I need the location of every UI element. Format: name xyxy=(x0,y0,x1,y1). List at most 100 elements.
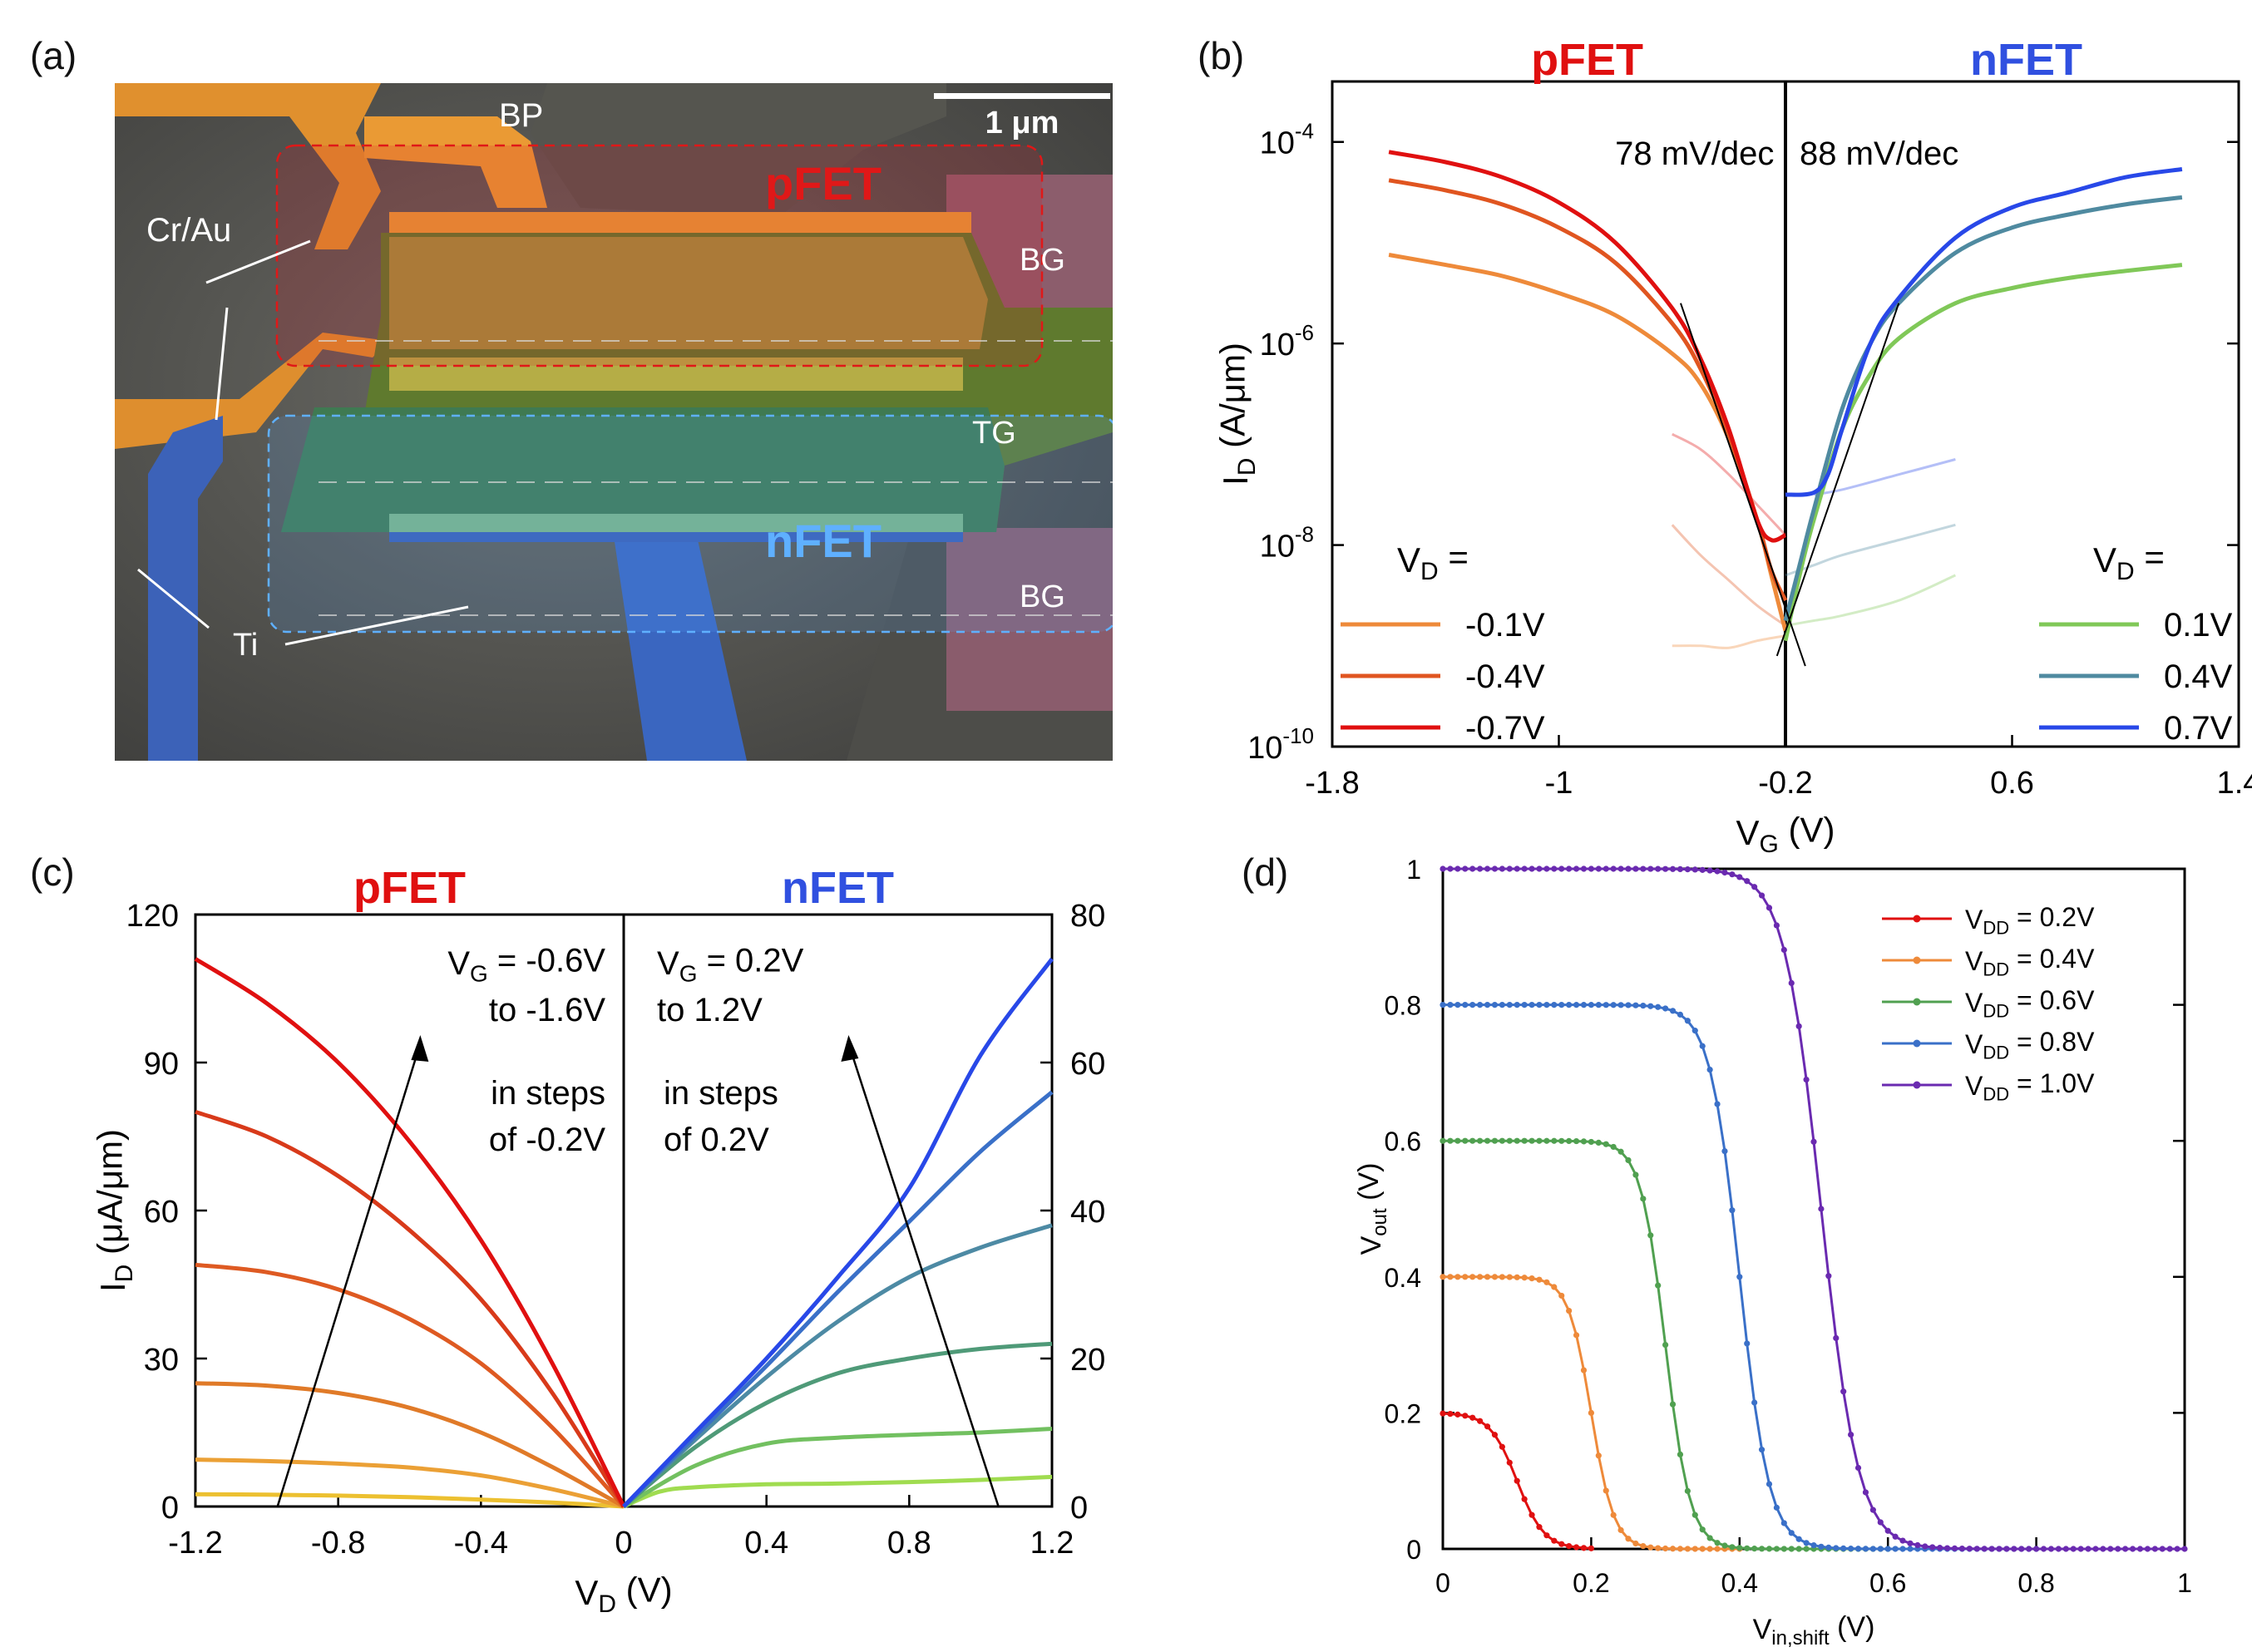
sem-pointer-ti-1 xyxy=(137,568,210,629)
d-series-point xyxy=(1758,1447,1766,1453)
d-series-point xyxy=(1988,1546,1995,1552)
d-series-point xyxy=(1580,1002,1588,1008)
b-ytick-label: 10-8 xyxy=(1260,521,1314,564)
d-legend-label-main: V xyxy=(1965,1071,1983,1101)
d-series-point xyxy=(1640,1196,1647,1202)
b-ss-label-left: 78 mV/dec xyxy=(1615,136,1774,172)
d-legend-label-main: V xyxy=(1965,905,1983,934)
d-series-point xyxy=(1810,1542,1817,1549)
d-series-point xyxy=(2174,1546,2180,1552)
b-ylabel-main: I xyxy=(1216,476,1255,486)
d-series-point xyxy=(1595,1139,1602,1147)
c-ylabel-sub: D xyxy=(111,1265,138,1283)
d-series-point xyxy=(2018,1546,2025,1552)
d-series-point xyxy=(1751,1399,1758,1406)
d-legend-label-rest: = 0.8V xyxy=(2009,1027,2095,1057)
d-series-point xyxy=(1580,1367,1588,1373)
d-series-point xyxy=(1499,865,1505,872)
c-xtick-label: -0.4 xyxy=(454,1526,508,1561)
d-series-point xyxy=(1595,1452,1602,1459)
d-series-point xyxy=(1566,1307,1573,1314)
d-ytick-label: 0.6 xyxy=(1385,1127,1421,1156)
c-nfet-curve xyxy=(622,957,1054,1508)
d-series-point xyxy=(1655,865,1662,872)
d-series-point xyxy=(1929,1544,1936,1551)
d-series-point xyxy=(1706,1535,1713,1541)
b-legend-label: 0.7V xyxy=(2164,710,2233,747)
c-ytick-label-left: 30 xyxy=(144,1343,179,1378)
d-series-point xyxy=(1462,865,1469,872)
d-series-point xyxy=(1914,1541,1921,1549)
d-series-point xyxy=(1543,1137,1550,1144)
d-series-point xyxy=(1691,1028,1698,1034)
d-series-point xyxy=(1892,1533,1899,1540)
d-legend-marker xyxy=(1913,915,1921,923)
sem-crau-lead-left xyxy=(115,333,389,449)
d-series-point xyxy=(2100,1546,2106,1552)
b-ylabel-sub: D xyxy=(1233,458,1261,476)
d-series-point xyxy=(1462,1002,1469,1008)
d-xtick-label: 0 xyxy=(1435,1568,1450,1598)
d-series-point xyxy=(1632,1002,1639,1008)
d-series-point xyxy=(1640,1542,1647,1550)
b-xtick-label: -0.2 xyxy=(1758,766,1812,801)
d-series-point xyxy=(1551,1137,1558,1144)
sem-tg-strip xyxy=(389,358,963,391)
d-series-point xyxy=(1736,874,1743,880)
c-xlabel-main: V xyxy=(575,1573,598,1612)
d-xtick-label: 0.2 xyxy=(1573,1568,1609,1598)
d-series-point xyxy=(1736,1274,1743,1280)
d-series-point xyxy=(1440,1410,1446,1417)
d-series-point xyxy=(1447,1410,1454,1418)
b-legend-label: -0.4V xyxy=(1465,658,1545,695)
d-series-point xyxy=(1454,1137,1461,1144)
d-series-point xyxy=(1647,1003,1654,1009)
d-series-point xyxy=(2107,1546,2114,1552)
d-legend-label-main: V xyxy=(1965,988,1983,1018)
b-xtick-label: -1.8 xyxy=(1305,766,1359,801)
d-series-point xyxy=(1491,865,1499,872)
d-legend-label: VDD = 0.4V xyxy=(1965,944,2095,980)
d-legend-label-sub: DD xyxy=(1983,959,2009,980)
d-series-point xyxy=(2129,1546,2136,1552)
sem-label-tg: TG xyxy=(972,416,1016,451)
d-series-point xyxy=(1699,1043,1706,1049)
d-series-point xyxy=(1440,1274,1446,1280)
c-ytick-label-right: 40 xyxy=(1070,1195,1105,1230)
c-ytick-label-left: 60 xyxy=(144,1195,179,1230)
d-series-point xyxy=(1788,979,1795,987)
sem-scale-label: 1 μm xyxy=(985,106,1059,141)
d-series-point xyxy=(1566,865,1573,872)
c-arrow-left-shaft xyxy=(276,1043,422,1507)
d-series-point xyxy=(1603,865,1609,872)
d-series-point xyxy=(1803,1077,1810,1083)
d-series-point xyxy=(1521,1137,1528,1144)
c-arrow-left-head xyxy=(411,1035,429,1062)
c-nfet-curve xyxy=(622,1223,1053,1508)
b-faded-curve-n04 xyxy=(1785,523,1956,577)
d-series-point xyxy=(1603,1141,1609,1147)
d-series-point xyxy=(1491,1002,1499,1008)
d-series-point xyxy=(1684,866,1691,873)
d-series-point xyxy=(1721,869,1728,876)
d-series-point xyxy=(1877,1546,1884,1552)
c-ylabel: ID (μA/μm) xyxy=(90,1129,138,1292)
d-series-point xyxy=(1521,865,1528,872)
d-series-point xyxy=(1862,1489,1869,1496)
b-xlabel-main: V xyxy=(1736,813,1759,852)
d-series-point xyxy=(1706,1546,1713,1552)
d-legend-label-rest: = 1.0V xyxy=(2009,1068,2095,1098)
d-series-point xyxy=(1499,1443,1505,1450)
d-xlabel-main: V xyxy=(1753,1614,1772,1645)
c-right-annotation-line1-main: V xyxy=(657,945,679,982)
d-series-point xyxy=(1595,865,1602,872)
d-series-point xyxy=(1536,1002,1543,1008)
d-series-point xyxy=(1536,1524,1543,1531)
d-xtick-label: 1 xyxy=(2177,1568,2192,1598)
d-series-point xyxy=(2144,1546,2151,1552)
d-series-point xyxy=(1469,1137,1476,1144)
d-series-point xyxy=(1729,1207,1736,1214)
d-xtick-label: 0.8 xyxy=(2017,1568,2054,1598)
sem-pointer-crau-1 xyxy=(205,239,311,284)
d-series-point xyxy=(1714,1546,1721,1552)
